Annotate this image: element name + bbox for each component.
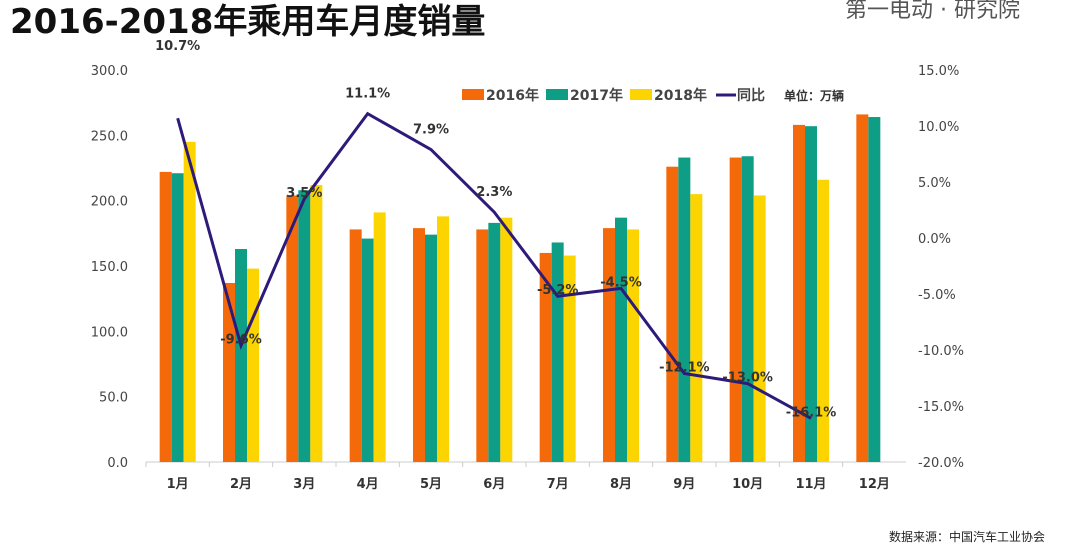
data-label: 2.3% [476,185,512,200]
bar-2016年 [666,166,679,462]
bar-2018年 [310,184,323,462]
bar-2018年 [373,212,386,462]
bar-2018年 [437,216,449,462]
page-title: 2016-2018年乘用车月度销量 [10,2,486,42]
data-label: -13.0% [722,371,773,386]
y2-tick-label: -15.0% [918,400,964,415]
bar-2017年 [235,249,247,462]
bar-2018年 [247,268,259,462]
bar-2017年 [298,190,311,463]
x-tick-label: 8月 [610,477,632,492]
y2-tick-label: -20.0% [918,456,964,471]
bar-2017年 [361,238,374,462]
x-tick-label: 9月 [673,477,695,492]
bar-2016年 [729,157,742,462]
data-label: -12.1% [659,361,710,376]
data-label: -16.1% [786,405,837,420]
legend-swatch [630,89,652,100]
bar-2016年 [349,229,362,462]
y-tick-label: 150.0 [91,260,128,275]
legend-label: 2016年 [486,87,539,104]
bar-2017年 [488,222,501,462]
bar-2016年 [413,228,425,462]
bar-2016年 [793,124,805,462]
x-tick-label: 6月 [483,477,505,492]
bar-2018年 [627,229,639,462]
bar-2017年 [678,157,691,462]
y-tick-label: 0.0 [107,456,128,471]
bar-2018年 [753,195,766,462]
bar-2018年 [817,179,829,462]
y-tick-label: 50.0 [99,391,128,406]
data-label: -4.5% [600,275,641,290]
legend-swatch [462,89,484,100]
logo: 第一电动 · 研究院 [845,0,1020,23]
bar-2017年 [551,242,564,462]
x-tick-label: 7月 [547,477,569,492]
y2-tick-label: -5.0% [918,288,956,303]
y2-tick-label: 15.0% [918,64,959,79]
bar-2018年 [183,141,196,462]
data-label: 3.5% [286,186,322,201]
x-tick-label: 5月 [420,477,442,492]
data-label: 7.9% [413,123,449,138]
x-tick-label: 4月 [357,477,379,492]
legend-label: 同比 [737,87,765,104]
unit-label: 单位：万辆 [784,88,844,103]
bar-2016年 [539,252,552,462]
bar-2017年 [805,126,817,462]
bar-2017年 [425,234,437,462]
bar-2018年 [690,194,703,462]
bar-2016年 [223,282,235,462]
y-tick-label: 200.0 [91,195,128,210]
bar-2017年 [868,117,881,462]
y-tick-label: 100.0 [91,325,128,340]
bar-2018年 [500,217,513,462]
x-tick-label: 3月 [293,477,315,492]
data-label: -5.2% [537,283,578,298]
legend-swatch [546,89,568,100]
bar-2016年 [856,114,869,462]
legend-label: 2018年 [654,87,707,104]
y2-tick-label: 0.0% [918,232,951,247]
bar-2017年 [615,217,627,462]
y2-tick-label: 5.0% [918,176,951,191]
y2-tick-label: -10.0% [918,344,964,359]
bar-2017年 [741,156,754,463]
legend-label: 2017年 [570,87,623,104]
data-source: 数据来源：中国汽车工业协会 [888,530,1045,544]
x-tick-label: 1月 [167,477,189,492]
y-tick-label: 250.0 [91,129,128,144]
x-tick-label: 11月 [795,477,826,492]
x-tick-label: 12月 [859,477,890,492]
data-label: 11.1% [345,87,390,102]
bar-2016年 [286,195,299,462]
x-tick-label: 10月 [732,477,763,492]
bar-2017年 [171,173,184,462]
bar-2016年 [603,228,615,462]
yoy-line [176,111,812,420]
y2-tick-label: 10.0% [918,120,959,135]
x-tick-label: 2月 [230,477,252,492]
data-label: -9.6% [220,333,261,348]
bar-2018年 [563,255,576,462]
bar-2016年 [159,171,172,463]
bar-2016年 [476,229,489,462]
y-tick-label: 300.0 [91,64,128,79]
data-label: 10.7% [155,39,200,54]
